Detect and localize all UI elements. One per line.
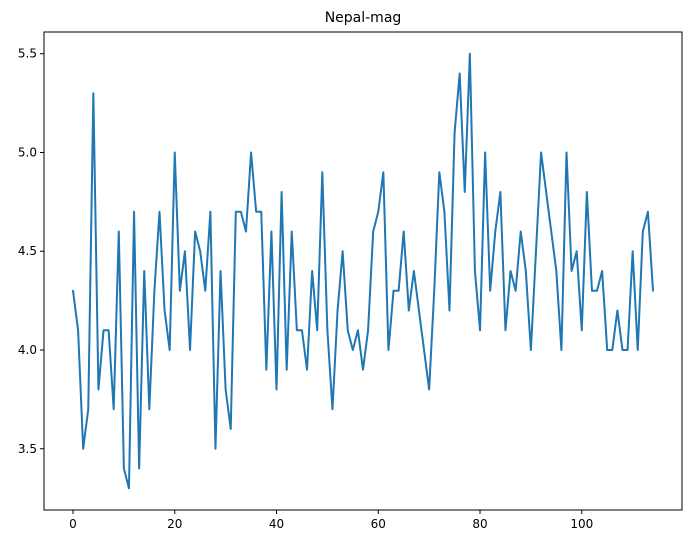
y-tick-label: 4.0	[18, 343, 37, 357]
x-tick-label: 20	[167, 517, 182, 531]
series-line-0	[72, 52, 654, 490]
y-tick-label: 5.5	[18, 47, 37, 61]
x-tick-label: 100	[570, 517, 593, 531]
y-axis: 3.5 4.0 4.5 5.0 5.5	[18, 47, 44, 456]
x-tick-label: 60	[371, 517, 386, 531]
plot-frame	[43, 31, 683, 511]
plot-series-layer	[72, 52, 654, 490]
chart-title: Nepal-mag	[325, 10, 402, 26]
x-tick-label: 80	[472, 517, 487, 531]
y-tick-label: 3.5	[18, 442, 37, 456]
x-tick-label: 0	[69, 517, 77, 531]
x-axis: 0 20 40 60 80 100	[69, 510, 593, 531]
x-tick-label: 40	[269, 517, 284, 531]
y-tick-label: 5.0	[18, 145, 37, 159]
y-tick-label: 4.5	[18, 244, 37, 258]
